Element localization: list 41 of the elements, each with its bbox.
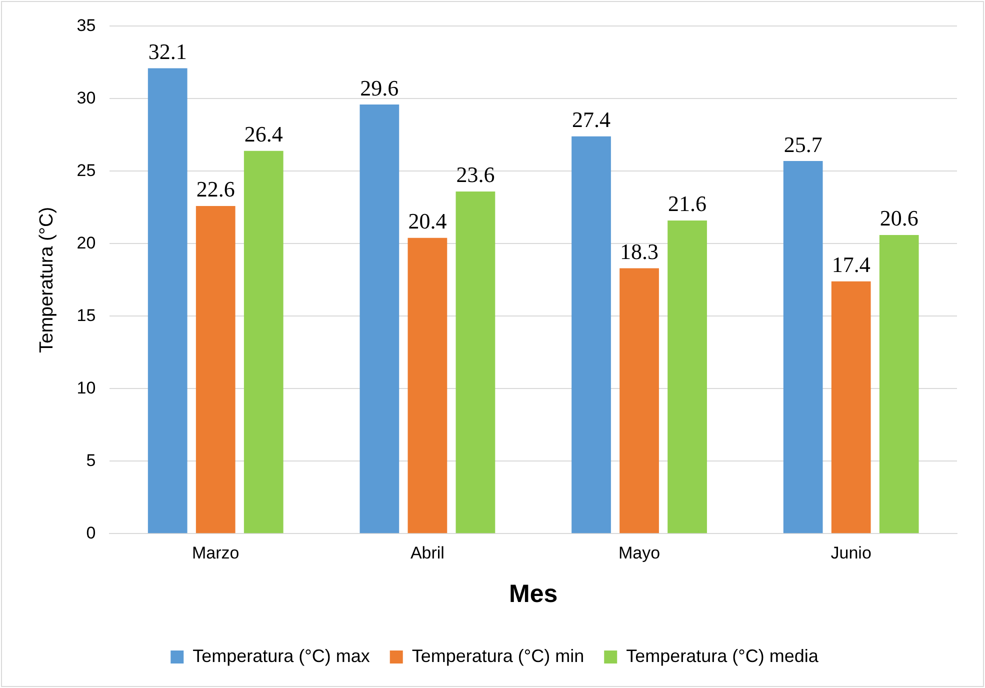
data-label: 18.3 [620,239,659,264]
bar [408,238,448,534]
legend-label: Temperatura (°C) min [412,646,584,666]
data-label: 29.6 [360,75,399,100]
y-tick-label: 35 [76,16,96,35]
bar [831,281,871,534]
data-label: 27.4 [572,107,611,132]
bar [620,268,659,534]
bar [783,161,823,534]
legend-label: Temperatura (°C) max [192,646,370,666]
data-label: 20.4 [408,208,447,234]
data-label: 21.6 [668,191,707,216]
data-label: 25.7 [784,132,822,157]
data-label: 20.6 [880,206,918,231]
data-label: 32.1 [148,39,187,64]
bar [360,104,400,534]
x-tick-label: Abril [410,543,444,562]
data-label: 26.4 [244,122,283,147]
bar [244,150,284,534]
data-label: 17.4 [832,252,870,278]
y-tick-label: 10 [76,378,96,398]
bar [148,68,188,534]
bar [196,206,236,534]
y-tick-label: 30 [76,88,96,108]
bar [879,234,919,534]
bar [668,220,707,534]
y-tick-label: 15 [76,306,96,325]
bar [572,136,611,534]
legend-label: Temperatura (°C) media [626,646,820,666]
bar [456,191,496,534]
data-label: 23.6 [456,162,495,188]
y-axis-title: Temperatura (°C) [36,206,58,353]
x-tick-label: Junio [830,543,872,562]
x-tick-label: Marzo [192,543,240,562]
x-axis-title: Mes [509,580,558,608]
y-tick-label: 5 [86,450,96,470]
data-label: 22.6 [196,176,235,202]
x-tick-label: Mayo [618,543,660,562]
y-tick-label: 0 [86,523,96,542]
y-tick-label: 20 [76,233,96,252]
y-tick-label: 25 [76,160,96,180]
